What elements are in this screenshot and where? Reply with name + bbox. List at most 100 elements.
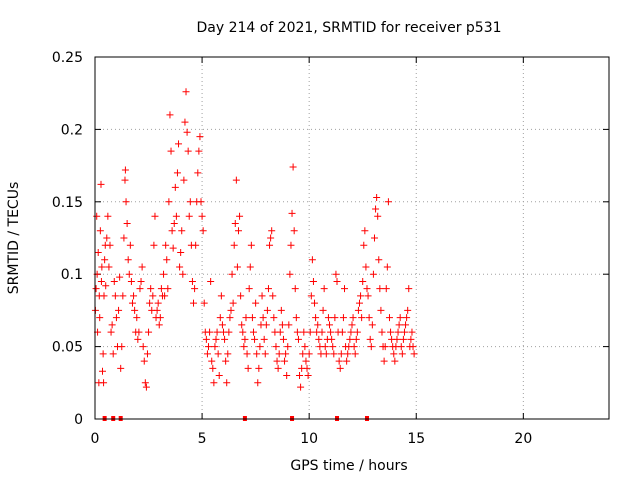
data-point (183, 128, 191, 136)
data-point (305, 350, 313, 358)
data-point (252, 299, 260, 307)
data-point (367, 343, 375, 351)
data-point (188, 277, 196, 285)
data-point (341, 285, 349, 293)
data-point (141, 379, 149, 387)
data-point (376, 285, 384, 293)
data-point (110, 277, 118, 285)
data-point (312, 314, 320, 322)
data-point (118, 343, 126, 351)
data-point (225, 328, 233, 336)
data-point (116, 273, 124, 281)
data-point (282, 350, 290, 358)
data-point (363, 285, 371, 293)
data-point (290, 227, 298, 235)
data-point (229, 299, 237, 307)
data-point (315, 335, 323, 343)
data-point (227, 306, 235, 314)
data-point (165, 198, 173, 206)
data-point (322, 350, 330, 358)
data-point (166, 111, 174, 119)
data-point (169, 244, 177, 252)
data-point (404, 306, 412, 314)
data-point (251, 335, 259, 343)
data-point (273, 357, 281, 365)
data-point (247, 241, 255, 249)
x-tick-label: 0 (91, 431, 100, 447)
data-point (408, 328, 416, 336)
data-point (203, 350, 211, 358)
data-point (104, 212, 112, 220)
data-point (181, 118, 189, 126)
data-point (198, 212, 206, 220)
data-point (163, 256, 171, 264)
data-point (143, 350, 151, 358)
data-point (380, 357, 388, 365)
data-point (375, 256, 383, 264)
data-point (211, 343, 219, 351)
data-point (296, 372, 304, 380)
data-point (94, 248, 102, 256)
data-point (390, 350, 398, 358)
axis-ticks: 0 0.05 0.1 0.15 0.2 0.25 0 5 10 15 20 (52, 50, 609, 447)
data-point (175, 140, 183, 148)
data-point (120, 234, 128, 242)
data-point (352, 335, 360, 343)
data-point (267, 234, 275, 242)
data-point (99, 350, 107, 358)
data-point (320, 285, 328, 293)
x-tick-label: 20 (514, 431, 532, 447)
data-point (357, 292, 365, 300)
data-point (112, 314, 120, 322)
data-point (161, 292, 169, 300)
data-point (377, 306, 385, 314)
data-point (167, 147, 175, 155)
data-point (130, 292, 138, 300)
data-point (207, 277, 215, 285)
data-point (216, 314, 224, 322)
data-point (176, 263, 184, 271)
data-point (210, 379, 218, 387)
data-point (182, 88, 190, 96)
data-point (361, 227, 369, 235)
data-point (128, 299, 136, 307)
data-point (262, 321, 270, 329)
data-point (261, 350, 269, 358)
data-point (354, 306, 362, 314)
data-point (291, 285, 299, 293)
data-point (155, 321, 163, 329)
data-point (249, 328, 257, 336)
plot-frame (94, 56, 610, 420)
data-point (178, 227, 186, 235)
data-point (186, 198, 194, 206)
data-point (202, 335, 210, 343)
data-point (234, 227, 242, 235)
data-point (319, 306, 327, 314)
data-point (303, 364, 311, 372)
data-point (288, 209, 296, 217)
data-point (196, 133, 204, 141)
data-point (268, 227, 276, 235)
data-point (332, 270, 340, 278)
data-point (122, 198, 130, 206)
data-point (269, 292, 277, 300)
data-point (364, 292, 372, 300)
data-point (358, 314, 366, 322)
data-point (277, 306, 285, 314)
data-point (232, 176, 240, 184)
data-point (125, 270, 133, 278)
data-point (237, 292, 245, 300)
data-point (231, 220, 239, 228)
data-point (366, 335, 374, 343)
data-point (373, 193, 381, 201)
data-point (115, 306, 123, 314)
data-point (218, 321, 226, 329)
data-point (274, 364, 282, 372)
grid-lines (95, 57, 609, 419)
data-point (133, 314, 141, 322)
data-point (206, 328, 214, 336)
data-point (149, 292, 157, 300)
y-tick-label: 0.25 (52, 50, 83, 66)
data-point (266, 241, 274, 249)
data-point (226, 314, 234, 322)
